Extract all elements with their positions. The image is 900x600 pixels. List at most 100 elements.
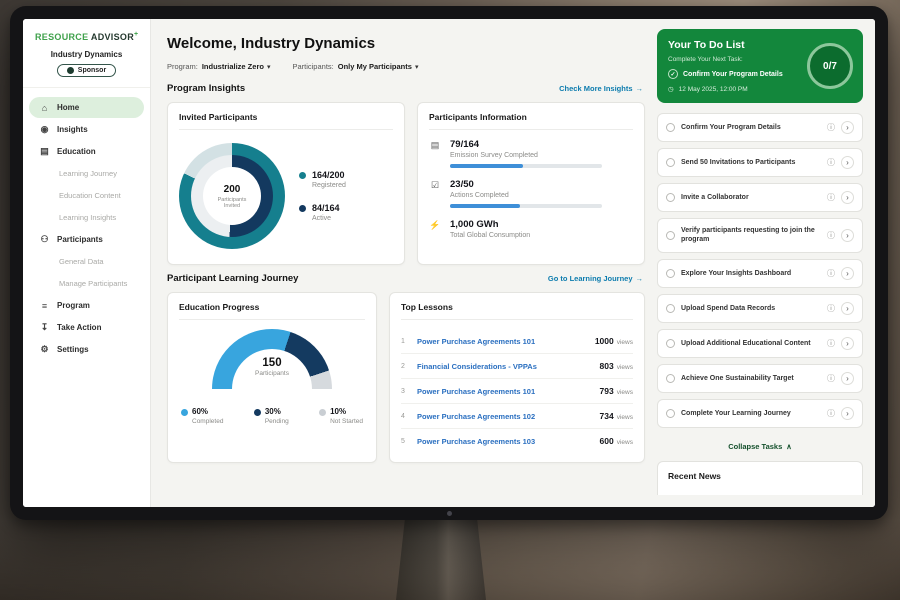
task-checkbox[interactable] bbox=[666, 373, 675, 383]
chevron-right-icon[interactable]: › bbox=[841, 301, 854, 315]
learning-journey-header: Participant Learning Journey Go to Learn… bbox=[167, 273, 643, 284]
invited-donut-chart: 200 Participants Invited bbox=[179, 143, 285, 249]
task-item[interactable]: Achieve One Sustainability Target ⓘ › bbox=[657, 363, 863, 393]
lesson-views: 803 bbox=[599, 361, 614, 371]
lesson-row: 2 Financial Considerations - VPPAs 803 vi… bbox=[401, 354, 633, 379]
lesson-rank: 1 bbox=[401, 337, 405, 345]
info-icon[interactable]: ⓘ bbox=[827, 158, 835, 167]
lesson-views: 600 bbox=[599, 436, 614, 446]
task-item[interactable]: Explore Your Insights Dashboard ⓘ › bbox=[657, 258, 863, 288]
lesson-row: 1 Power Purchase Agreements 101 1000 view… bbox=[401, 329, 633, 354]
sidebar-item-participants[interactable]: ⚇ Participants bbox=[29, 229, 144, 250]
task-checkbox[interactable] bbox=[666, 303, 675, 313]
task-item[interactable]: Invite a Collaborator ⓘ › bbox=[657, 183, 863, 212]
sidebar-item-education[interactable]: ▤ Education bbox=[29, 141, 144, 162]
program-label: Program: bbox=[167, 62, 198, 71]
lesson-link[interactable]: Power Purchase Agreements 103 bbox=[417, 436, 536, 446]
legend-value: 164/200 bbox=[312, 170, 345, 180]
info-icon[interactable]: ⓘ bbox=[827, 193, 835, 202]
insights-cards-row: Invited Participants 200 Participants In… bbox=[167, 102, 645, 265]
task-checkbox[interactable] bbox=[666, 230, 675, 240]
lesson-link[interactable]: Power Purchase Agreements 101 bbox=[417, 386, 536, 396]
task-checkbox[interactable] bbox=[666, 338, 675, 348]
task-checkbox[interactable] bbox=[666, 193, 675, 202]
lesson-link[interactable]: Power Purchase Agreements 101 bbox=[417, 336, 536, 346]
legend-value: 60% bbox=[192, 407, 209, 416]
todo-column: Your To Do List Complete Your Next Task:… bbox=[657, 29, 863, 507]
task-checkbox[interactable] bbox=[666, 408, 675, 418]
sidebar-item-label: Manage Participants bbox=[59, 279, 128, 288]
sidebar-item-learning-insights[interactable]: Learning Insights bbox=[29, 207, 144, 228]
task-item[interactable]: Complete Your Learning Journey ⓘ › bbox=[657, 398, 863, 428]
chevron-right-icon[interactable]: › bbox=[841, 371, 854, 385]
task-label: Verify participants requesting to join t… bbox=[681, 227, 815, 244]
org-block: Industry Dynamics Sponsor bbox=[23, 48, 150, 88]
check-more-insights-link[interactable]: Check More Insights → bbox=[559, 84, 643, 93]
task-item[interactable]: Send 50 Invitations to Participants ⓘ › bbox=[657, 148, 863, 177]
card-title: Invited Participants bbox=[179, 112, 393, 130]
participants-select[interactable]: Participants: Only My Participants ▾ bbox=[292, 62, 418, 71]
lesson-link[interactable]: Power Purchase Agreements 102 bbox=[417, 411, 536, 421]
task-checkbox[interactable] bbox=[666, 268, 675, 278]
program-insights-header: Program Insights Check More Insights → bbox=[167, 83, 643, 94]
task-item[interactable]: Confirm Your Program Details ⓘ › bbox=[657, 113, 863, 142]
sidebar-item-program[interactable]: ≡ Program bbox=[29, 295, 144, 316]
insights-icon: ◉ bbox=[40, 124, 49, 134]
info-icon[interactable]: ⓘ bbox=[827, 303, 835, 313]
info-icon[interactable]: ⓘ bbox=[827, 268, 835, 278]
registered-dot bbox=[299, 172, 306, 179]
sidebar-item-manage-participants[interactable]: Manage Participants bbox=[29, 273, 144, 294]
sidebar-item-label: Program bbox=[57, 301, 90, 310]
sponsor-badge[interactable]: Sponsor bbox=[56, 64, 117, 77]
info-value: 23/50 bbox=[450, 179, 474, 190]
task-label: Upload Spend Data Records bbox=[681, 304, 776, 312]
task-item[interactable]: Verify participants requesting to join t… bbox=[657, 218, 863, 253]
info-icon[interactable]: ⓘ bbox=[827, 338, 835, 348]
program-select[interactable]: Program: Industrialize Zero ▾ bbox=[167, 62, 270, 71]
sidebar-item-settings[interactable]: ⚙ Settings bbox=[29, 339, 144, 360]
next-task[interactable]: ✓ Confirm Your Program Details bbox=[668, 69, 798, 79]
views-label: views bbox=[616, 414, 633, 421]
sidebar-item-general-data[interactable]: General Data bbox=[29, 251, 144, 272]
chevron-right-icon[interactable]: › bbox=[841, 228, 854, 242]
app-logo[interactable]: RESOURCE ADVISOR+ bbox=[23, 19, 150, 48]
sidebar-item-label: Participants bbox=[57, 235, 103, 244]
chevron-right-icon[interactable]: › bbox=[841, 266, 854, 280]
info-icon[interactable]: ⓘ bbox=[827, 230, 835, 240]
info-icon[interactable]: ⓘ bbox=[827, 123, 835, 132]
task-checkbox[interactable] bbox=[666, 123, 675, 132]
info-label: Emission Survey Completed bbox=[450, 152, 538, 159]
lesson-link[interactable]: Financial Considerations - VPPAs bbox=[417, 361, 537, 371]
collapse-tasks-link[interactable]: Collapse Tasks ∧ bbox=[728, 441, 792, 451]
go-to-learning-journey-link[interactable]: Go to Learning Journey → bbox=[547, 274, 643, 283]
chevron-right-icon[interactable]: › bbox=[841, 121, 854, 134]
legend-item-not-started: 10% Not Started bbox=[319, 407, 363, 425]
task-item[interactable]: Upload Spend Data Records ⓘ › bbox=[657, 293, 863, 323]
card-title: Top Lessons bbox=[401, 302, 633, 320]
info-icon[interactable]: ⓘ bbox=[827, 408, 835, 418]
learning-cards-row: Education Progress 150 Participants bbox=[167, 292, 645, 463]
lesson-row: 3 Power Purchase Agreements 101 793 views bbox=[401, 379, 633, 404]
sidebar-item-home[interactable]: ⌂ Home bbox=[29, 97, 144, 118]
sidebar-item-take-action[interactable]: ↧ Take Action bbox=[29, 317, 144, 338]
task-checkbox[interactable] bbox=[666, 158, 675, 167]
progress-bar bbox=[450, 204, 602, 208]
gauge-legend: 60% Completed 30% Pending bbox=[179, 407, 365, 425]
chevron-right-icon[interactable]: › bbox=[841, 406, 854, 420]
sidebar-item-label: Learning Insights bbox=[59, 213, 117, 222]
info-icon[interactable]: ⓘ bbox=[827, 373, 835, 383]
task-item[interactable]: Upload Additional Educational Content ⓘ › bbox=[657, 328, 863, 358]
chevron-right-icon[interactable]: › bbox=[841, 156, 854, 169]
program-icon: ≡ bbox=[41, 300, 48, 311]
legend-item-active: 84/164 Active bbox=[299, 203, 346, 222]
sidebar-item-insights[interactable]: ◉ Insights bbox=[29, 119, 144, 140]
card-title: Education Progress bbox=[179, 302, 365, 320]
sidebar-item-learning-journey[interactable]: Learning Journey bbox=[29, 163, 144, 184]
card-title: Participants Information bbox=[429, 112, 633, 130]
legend-label: Registered bbox=[312, 182, 346, 189]
chevron-right-icon[interactable]: › bbox=[841, 191, 854, 204]
sidebar-item-label: Education Content bbox=[59, 191, 121, 200]
sidebar-item-education-content[interactable]: Education Content bbox=[29, 185, 144, 206]
chevron-right-icon[interactable]: › bbox=[841, 336, 854, 350]
